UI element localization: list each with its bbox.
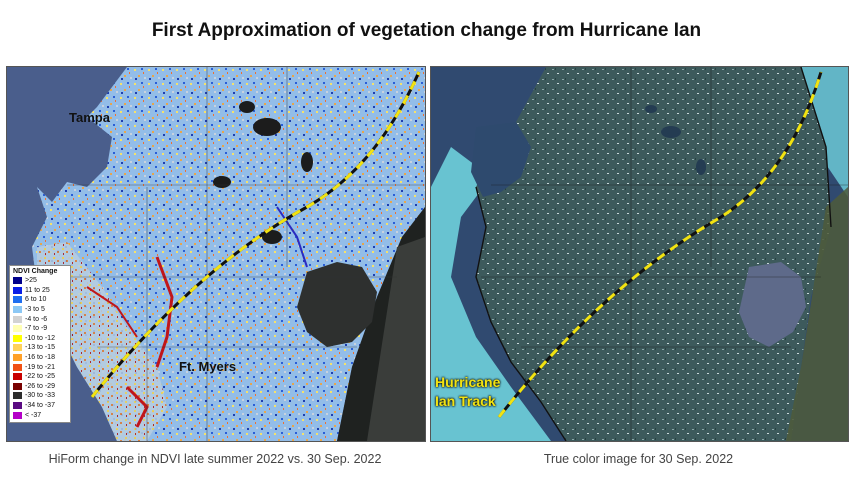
legend-swatch: [13, 325, 22, 333]
tampa-bay: [37, 117, 112, 202]
legend-label: 6 to 10: [25, 296, 47, 304]
legend-item: -30 to -33: [13, 391, 68, 401]
legend-label: -26 to -29: [25, 382, 55, 390]
legend-item: -19 to -21: [13, 362, 68, 372]
legend-label: -7 to -9: [25, 325, 48, 333]
legend-label: -34 to -37: [25, 402, 55, 410]
legend-swatch: [13, 306, 22, 314]
legend-item: -10 to -12: [13, 334, 68, 344]
legend-swatch: [13, 363, 22, 371]
legend-swatch: [13, 392, 22, 400]
legend-swatch: [13, 334, 22, 342]
legend-label: -13 to -15: [25, 344, 55, 352]
land-area-true-color: [476, 67, 831, 441]
legend-swatch: [13, 315, 22, 323]
right-caption: True color image for 30 Sep. 2022: [543, 452, 734, 466]
legend-swatch: [13, 344, 22, 352]
legend-item: -7 to -9: [13, 324, 68, 334]
hurricane-track-true-color: [497, 71, 823, 418]
legend-item: -3 to 5: [13, 305, 68, 315]
legend-swatch: [13, 354, 22, 362]
legend-swatch: [13, 382, 22, 390]
page-title: First Approximation of vegetation change…: [151, 20, 702, 41]
legend-label: -3 to 5: [25, 306, 45, 314]
legend-item: >25: [13, 276, 68, 286]
legend-label: -4 to -6: [25, 315, 48, 323]
legend-item: -34 to -37: [13, 401, 68, 411]
legend-swatch: [13, 411, 22, 419]
track-label-line-1: Hurricane: [435, 374, 501, 390]
legend-item: -4 to -6: [13, 314, 68, 324]
legend-item: -22 to -25: [13, 372, 68, 382]
legend-item: 6 to 10: [13, 295, 68, 305]
legend-item: -16 to -18: [13, 353, 68, 363]
legend-swatch: [13, 277, 22, 285]
left-caption: HiForm change in NDVI late summer 2022 v…: [48, 452, 382, 466]
legend-label: 11 to 25: [25, 286, 50, 294]
legend-item: -13 to -15: [13, 343, 68, 353]
true-color-map: Hurricane Ian Track: [430, 66, 849, 442]
lake-okeechobee: [297, 262, 377, 347]
track-label-line-2: Ian Track: [435, 393, 496, 409]
legend-swatch: [13, 402, 22, 410]
legend-swatch: [13, 296, 22, 304]
legend-label: >25: [25, 277, 37, 285]
legend-label: -30 to -33: [25, 392, 55, 400]
legend-item: -26 to -29: [13, 382, 68, 392]
city-label-tampa: Tampa: [69, 110, 110, 125]
ndvi-change-map: Tampa Ft. Myers NDVI Change >25 11 to 25 6…: [6, 66, 426, 442]
legend-label: -16 to -18: [25, 354, 55, 362]
legend-title: NDVI Change: [13, 268, 58, 275]
legend-label: -22 to -25: [25, 373, 55, 381]
city-label-ft-myers: Ft. Myers: [179, 359, 237, 374]
legend-item: 11 to 25: [13, 286, 68, 296]
true-color-canvas: [431, 67, 848, 441]
legend-swatch: [13, 373, 22, 381]
legend-item: < -37: [13, 410, 68, 420]
legend-label: -10 to -12: [25, 334, 55, 342]
legend-swatch: [13, 286, 22, 294]
ndvi-legend: NDVI Change >25 11 to 25 6 to 10 -3 to 5 -4 …: [9, 265, 71, 423]
legend-label: < -37: [25, 411, 42, 419]
legend-label: -19 to -21: [25, 363, 55, 371]
hurricane-track-label: Hurricane Ian Track: [435, 373, 500, 411]
